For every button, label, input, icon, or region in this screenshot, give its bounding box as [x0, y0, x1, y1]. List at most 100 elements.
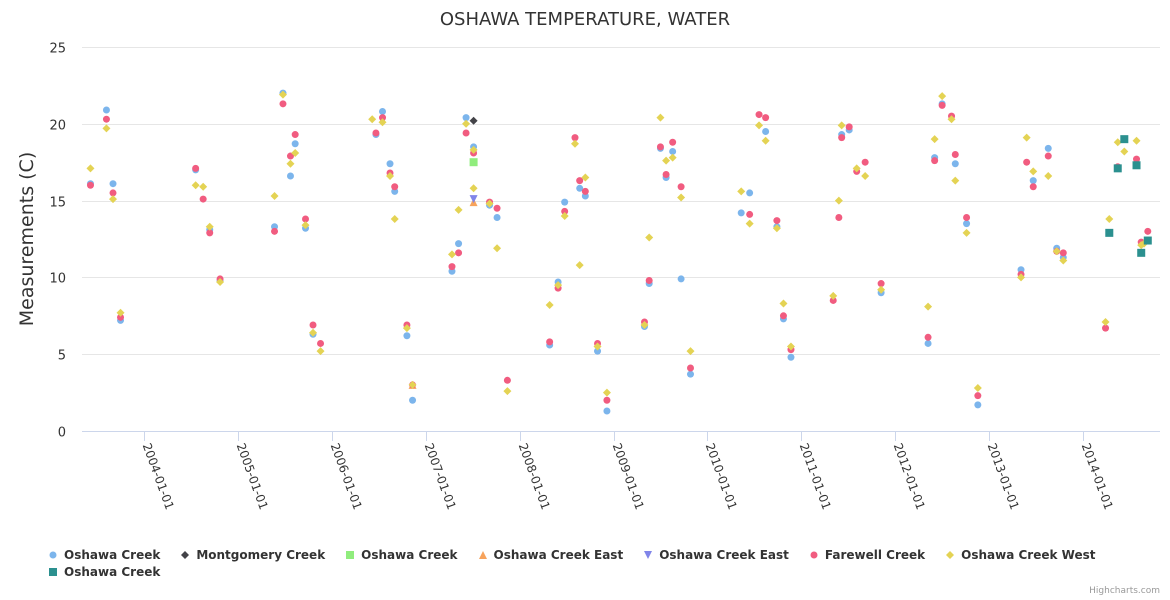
data-point[interactable] [1059, 249, 1067, 257]
data-point[interactable] [372, 129, 380, 137]
data-point[interactable] [602, 388, 611, 397]
data-point[interactable] [861, 158, 869, 166]
data-point[interactable] [677, 193, 686, 202]
data-point[interactable] [402, 324, 411, 333]
data-point[interactable] [852, 164, 861, 173]
legend-item[interactable]: Montgomery Creek [180, 546, 325, 563]
data-point[interactable] [1022, 133, 1031, 142]
data-point[interactable] [1120, 135, 1129, 144]
data-point[interactable] [951, 176, 960, 185]
data-point[interactable] [662, 156, 671, 165]
data-point[interactable] [386, 160, 394, 168]
data-point[interactable] [1102, 324, 1110, 332]
data-point[interactable] [102, 124, 111, 133]
data-point[interactable] [576, 184, 584, 192]
data-point[interactable] [787, 353, 795, 361]
data-point[interactable] [593, 342, 602, 351]
data-point[interactable] [755, 121, 764, 130]
data-point[interactable] [1137, 248, 1146, 257]
data-point[interactable] [102, 115, 110, 123]
data-point[interactable] [1132, 161, 1141, 170]
data-point[interactable] [924, 302, 933, 311]
data-point[interactable] [829, 296, 837, 304]
data-point[interactable] [391, 183, 399, 191]
data-point[interactable] [469, 116, 478, 125]
data-point[interactable] [493, 244, 502, 253]
legend-item[interactable]: Oshawa Creek [48, 563, 160, 580]
data-point[interactable] [1052, 247, 1061, 256]
data-point[interactable] [973, 383, 982, 392]
data-point[interactable] [386, 172, 395, 181]
data-point[interactable] [469, 195, 478, 204]
data-point[interactable] [762, 114, 770, 122]
data-point[interactable] [271, 227, 279, 235]
data-point[interactable] [656, 143, 664, 151]
data-point[interactable] [503, 376, 511, 384]
data-point[interactable] [838, 134, 846, 142]
data-point[interactable] [656, 113, 665, 122]
data-point[interactable] [930, 135, 939, 144]
data-point[interactable] [455, 240, 463, 248]
data-point[interactable] [668, 153, 677, 162]
data-point[interactable] [737, 209, 745, 217]
data-point[interactable] [199, 182, 208, 191]
data-point[interactable] [462, 114, 470, 122]
data-point[interactable] [571, 134, 579, 142]
data-point[interactable] [309, 328, 318, 337]
data-point[interactable] [117, 313, 125, 321]
data-point[interactable] [571, 139, 580, 148]
data-point[interactable] [493, 213, 501, 221]
data-point[interactable] [1029, 177, 1037, 185]
data-point[interactable] [270, 191, 279, 200]
data-point[interactable] [581, 187, 589, 195]
data-point[interactable] [762, 127, 770, 135]
data-point[interactable] [686, 370, 694, 378]
data-point[interactable] [291, 140, 299, 148]
data-point[interactable] [455, 249, 463, 257]
data-point[interactable] [837, 121, 846, 130]
data-point[interactable] [594, 347, 602, 355]
data-point[interactable] [116, 308, 125, 317]
data-point[interactable] [1132, 136, 1141, 145]
data-point[interactable] [286, 152, 294, 160]
data-point[interactable] [963, 220, 971, 228]
data-point[interactable] [1044, 172, 1053, 181]
data-point[interactable] [761, 136, 770, 145]
data-point[interactable] [316, 347, 325, 356]
data-point[interactable] [291, 131, 299, 139]
data-point[interactable] [575, 261, 584, 270]
data-point[interactable] [368, 115, 377, 124]
data-point[interactable] [109, 180, 117, 188]
data-point[interactable] [745, 219, 754, 228]
data-point[interactable] [686, 364, 694, 372]
data-point[interactable] [924, 333, 932, 341]
data-point[interactable] [447, 250, 456, 259]
data-point[interactable] [829, 291, 838, 300]
data-point[interactable] [1120, 147, 1129, 156]
data-point[interactable] [503, 387, 512, 396]
data-point[interactable] [390, 215, 399, 224]
data-point[interactable] [786, 342, 795, 351]
data-point[interactable] [454, 205, 463, 214]
data-point[interactable] [779, 312, 787, 320]
data-point[interactable] [963, 213, 971, 221]
data-point[interactable] [746, 189, 754, 197]
legend-item[interactable]: Oshawa Creek East [643, 546, 789, 563]
data-point[interactable] [545, 301, 554, 310]
data-point[interactable] [686, 347, 695, 356]
data-point[interactable] [286, 159, 295, 168]
data-point[interactable] [191, 181, 200, 190]
data-point[interactable] [1133, 155, 1141, 163]
data-point[interactable] [645, 276, 653, 284]
data-point[interactable] [408, 380, 417, 389]
data-point[interactable] [1044, 152, 1052, 160]
data-point[interactable] [278, 90, 287, 99]
data-point[interactable] [1017, 273, 1026, 282]
data-point[interactable] [669, 138, 677, 146]
data-point[interactable] [962, 228, 971, 237]
data-point[interactable] [662, 170, 670, 178]
data-point[interactable] [1144, 227, 1152, 235]
data-point[interactable] [947, 115, 956, 124]
data-point[interactable] [192, 164, 200, 172]
data-point[interactable] [409, 396, 417, 404]
